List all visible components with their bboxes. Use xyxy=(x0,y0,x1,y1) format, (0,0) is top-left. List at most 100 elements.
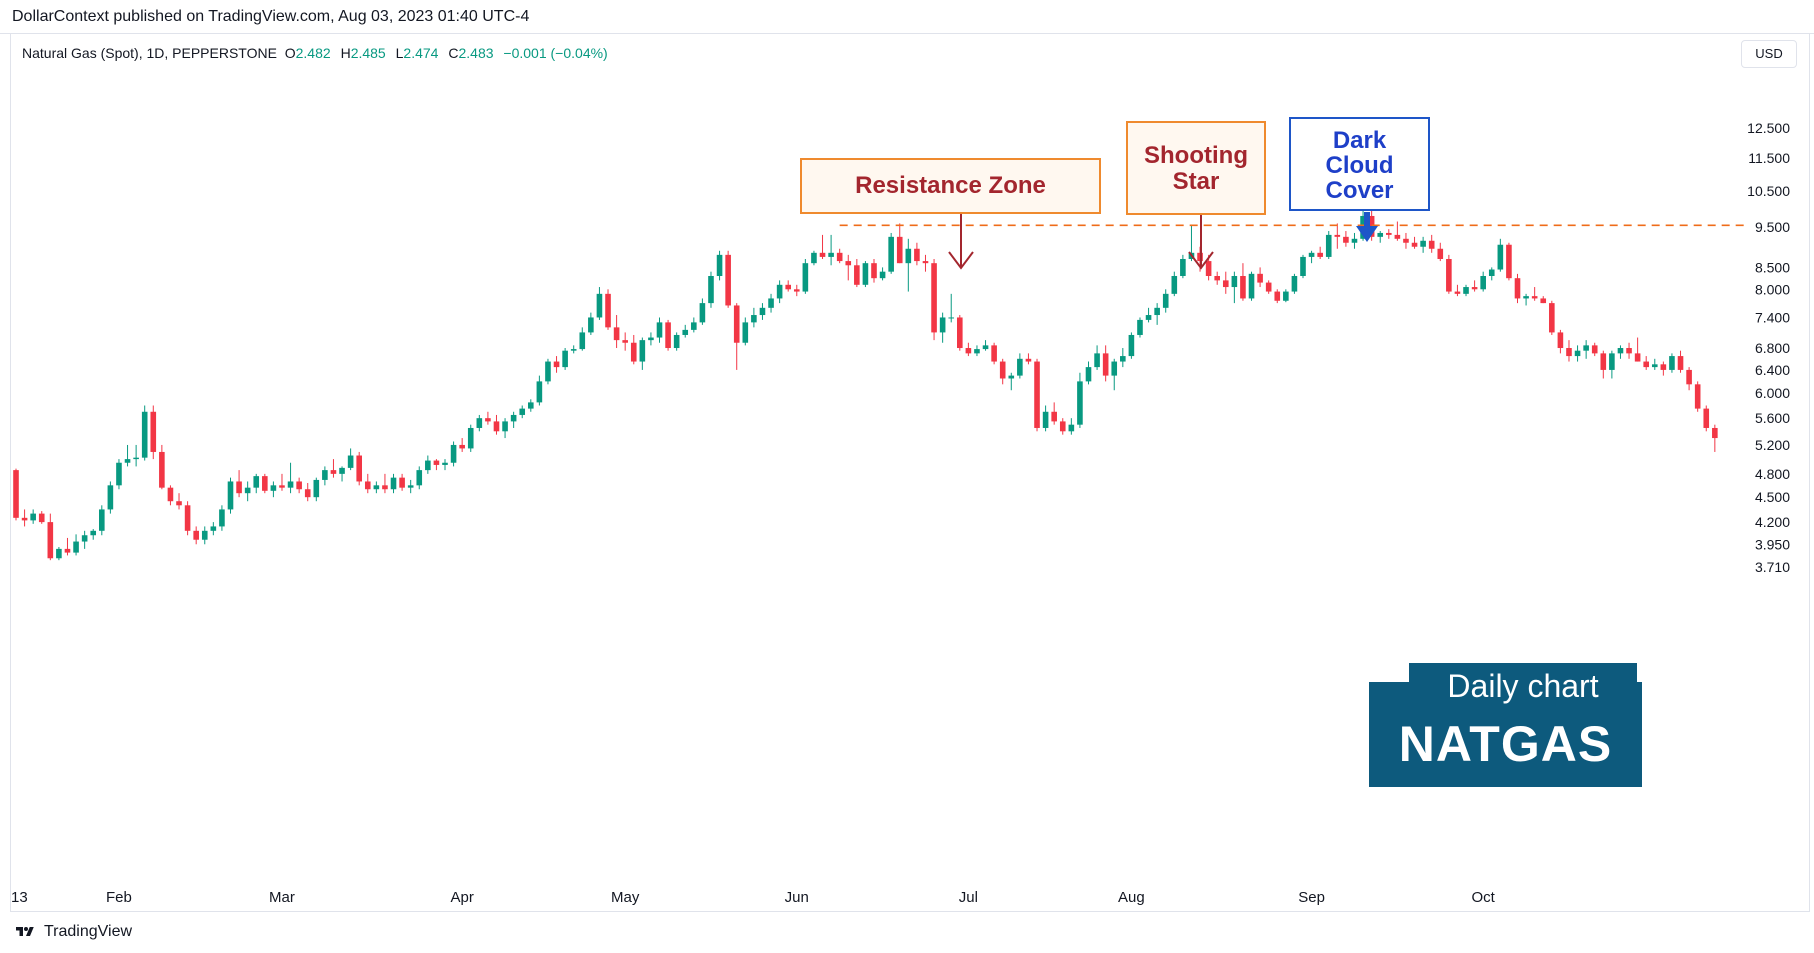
candle[interactable] xyxy=(1437,242,1444,262)
candle[interactable] xyxy=(656,317,663,343)
candle[interactable] xyxy=(339,466,345,482)
candle[interactable] xyxy=(433,459,440,471)
candle[interactable] xyxy=(1102,345,1109,382)
candle[interactable] xyxy=(579,327,586,351)
candle[interactable] xyxy=(1411,236,1418,249)
candle[interactable] xyxy=(716,250,723,281)
candle[interactable] xyxy=(1351,232,1358,249)
candle[interactable] xyxy=(459,438,465,452)
candle[interactable] xyxy=(1231,271,1238,304)
candle[interactable] xyxy=(965,342,972,357)
candle[interactable] xyxy=(896,223,903,264)
candle[interactable] xyxy=(785,280,791,292)
candle[interactable] xyxy=(219,505,225,531)
candle[interactable] xyxy=(1180,254,1186,279)
candle[interactable] xyxy=(150,405,157,460)
candle[interactable] xyxy=(1085,361,1092,385)
candle[interactable] xyxy=(991,342,997,365)
candle[interactable] xyxy=(467,424,474,452)
candle[interactable] xyxy=(905,238,912,292)
candle[interactable] xyxy=(1660,361,1667,376)
candle[interactable] xyxy=(1454,284,1461,297)
candle[interactable] xyxy=(1017,353,1023,379)
candle[interactable] xyxy=(1694,381,1701,412)
candle[interactable] xyxy=(450,441,457,467)
candle[interactable] xyxy=(167,485,174,506)
candle[interactable] xyxy=(30,509,36,524)
candle[interactable] xyxy=(99,505,105,536)
candle[interactable] xyxy=(1514,273,1521,304)
candle[interactable] xyxy=(1214,271,1220,285)
candle[interactable] xyxy=(519,405,526,419)
candle[interactable] xyxy=(1506,242,1512,281)
candle[interactable] xyxy=(81,530,88,549)
candle[interactable] xyxy=(751,307,757,328)
candle[interactable] xyxy=(596,287,603,320)
candle[interactable] xyxy=(708,271,714,308)
candle[interactable] xyxy=(1154,303,1160,325)
candle[interactable] xyxy=(639,337,646,370)
candle[interactable] xyxy=(1128,332,1135,359)
candle[interactable] xyxy=(287,462,294,494)
candle[interactable] xyxy=(888,232,894,274)
candle[interactable] xyxy=(510,411,517,428)
candle[interactable] xyxy=(1377,231,1384,243)
candle[interactable] xyxy=(939,312,946,343)
candle[interactable] xyxy=(793,284,800,297)
candle[interactable] xyxy=(682,324,689,338)
candle[interactable] xyxy=(1540,296,1547,304)
candle[interactable] xyxy=(1403,232,1409,249)
candle[interactable] xyxy=(1308,250,1315,264)
candle[interactable] xyxy=(1651,358,1658,370)
candle[interactable] xyxy=(871,258,877,283)
candle[interactable] xyxy=(330,459,337,478)
candle[interactable] xyxy=(854,258,860,288)
candle[interactable] xyxy=(811,250,817,266)
candle[interactable] xyxy=(1669,353,1675,373)
candle[interactable] xyxy=(673,332,680,351)
candle[interactable] xyxy=(176,493,182,510)
candle[interactable] xyxy=(1291,273,1298,294)
candle[interactable] xyxy=(588,312,594,335)
candle[interactable] xyxy=(253,473,260,494)
candle[interactable] xyxy=(382,473,388,494)
candle[interactable] xyxy=(1034,358,1040,432)
candle[interactable] xyxy=(1274,289,1281,304)
candle[interactable] xyxy=(1137,317,1143,338)
candle[interactable] xyxy=(974,345,980,357)
candle[interactable] xyxy=(1583,340,1589,359)
candle[interactable] xyxy=(373,481,380,494)
candle[interactable] xyxy=(1523,293,1529,306)
candle[interactable] xyxy=(725,250,731,308)
candle[interactable] xyxy=(1025,353,1032,365)
candle[interactable] xyxy=(1609,350,1615,379)
candle[interactable] xyxy=(107,481,114,514)
candle[interactable] xyxy=(416,466,423,490)
candle[interactable] xyxy=(1042,405,1049,432)
footer-brand[interactable]: TradingView xyxy=(12,922,132,942)
candle[interactable] xyxy=(1059,418,1066,435)
candle[interactable] xyxy=(1068,418,1075,435)
candle[interactable] xyxy=(262,473,268,494)
candle[interactable] xyxy=(1549,300,1555,335)
candle[interactable] xyxy=(1497,238,1504,272)
candle[interactable] xyxy=(390,473,397,494)
candle[interactable] xyxy=(21,509,28,527)
candle[interactable] xyxy=(1420,236,1426,253)
candle[interactable] xyxy=(1120,348,1126,368)
candle[interactable] xyxy=(270,481,277,498)
candle[interactable] xyxy=(1531,287,1538,301)
candle[interactable] xyxy=(1712,424,1718,452)
candle[interactable] xyxy=(562,348,568,370)
candle[interactable] xyxy=(47,513,54,561)
candle[interactable] xyxy=(553,356,560,373)
candle[interactable] xyxy=(304,483,311,502)
candle[interactable] xyxy=(931,258,937,341)
candle[interactable] xyxy=(691,317,697,333)
candle[interactable] xyxy=(733,303,740,370)
candle[interactable] xyxy=(1428,234,1435,253)
candle[interactable] xyxy=(1394,221,1401,241)
candle[interactable] xyxy=(1343,231,1349,247)
candle[interactable] xyxy=(13,468,19,521)
